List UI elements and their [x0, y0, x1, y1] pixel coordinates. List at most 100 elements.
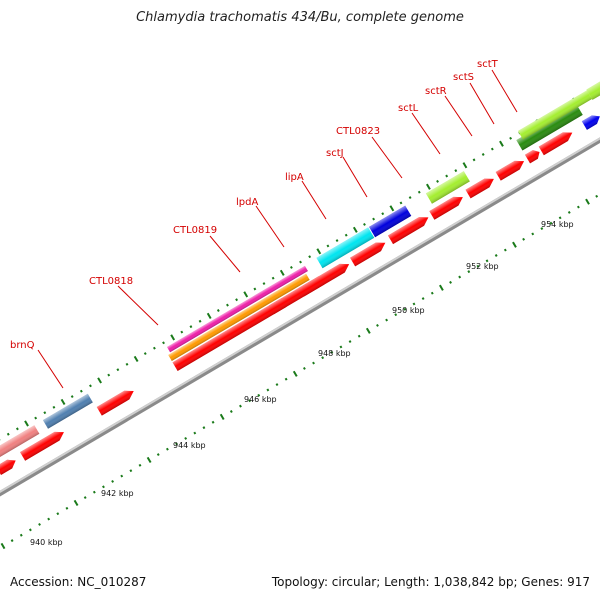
gene-label-ctl0823: CTL0823 [336, 126, 380, 137]
upper-tick-major [426, 183, 431, 190]
upper-tick-minor [299, 260, 302, 264]
upper-tick-minor [335, 239, 339, 243]
scale-tick-minor [92, 490, 96, 494]
genome-summary: Topology: circular; Length: 1,038,842 bp… [271, 575, 590, 589]
scale-tick-minor [321, 356, 325, 360]
gene-brnq [42, 393, 93, 429]
upper-tick-minor [34, 416, 38, 420]
kbp-label-942: 942 kbp [101, 489, 134, 498]
upper-tick-minor [271, 276, 275, 280]
upper-tick-minor [417, 190, 421, 194]
scale-tick-minor [257, 393, 261, 397]
gene-label-lipa: lipA [285, 172, 304, 183]
upper-tick-minor [216, 309, 220, 312]
cds-i [429, 196, 463, 220]
upper-tick-minor [198, 319, 202, 323]
upper-tick-minor [399, 201, 403, 205]
upper-tick-minor [52, 405, 56, 409]
scale-tick-minor [302, 367, 306, 370]
scale-tick-minor [449, 280, 452, 284]
scale-tick-minor [485, 259, 489, 263]
scale-tick-minor [120, 474, 124, 478]
cds-f [299, 263, 350, 297]
cds-h [387, 217, 429, 245]
upper-tick-minor [490, 147, 494, 151]
scale-tick-major [292, 370, 298, 377]
upper-tick-minor [116, 368, 120, 372]
scale-tick-minor [330, 350, 334, 354]
upper-tick-minor [289, 266, 293, 269]
scale-tick-minor [357, 334, 361, 338]
upper-tick-minor [372, 217, 376, 221]
scale-tick-major [365, 327, 371, 334]
scale-tick-minor [211, 420, 215, 424]
upper-tick-minor [79, 389, 83, 393]
upper-tick-major [352, 226, 358, 233]
cds-j [465, 178, 494, 199]
gene-lipa [425, 171, 470, 204]
upper-tick-major [60, 398, 66, 406]
gene-label-scts: sctS [453, 72, 474, 83]
scale-tick-minor [38, 523, 41, 526]
scale-tick-major [585, 198, 590, 205]
gene-sctj [516, 104, 583, 151]
gene-label-sctj: sctJ [326, 148, 344, 159]
map-title: Chlamydia trachomatis 434/Bu, complete g… [136, 10, 464, 25]
scale-tick-minor [102, 485, 105, 489]
scale-tick-minor [284, 377, 288, 381]
kbp-label-944: 944 kbp [173, 441, 206, 450]
kbp-labels: 940 kbp 942 kbp 944 kbp 946 kbp 948 kbp … [30, 220, 574, 547]
scale-tick-minor [421, 297, 425, 300]
scale-tick-minor [65, 506, 69, 510]
scale-tick-minor [10, 539, 14, 543]
scale-tick-minor [458, 275, 462, 279]
upper-tick-minor [509, 136, 513, 140]
scale-tick-minor [193, 431, 197, 435]
kbp-label-940: 940 kbp [30, 538, 63, 547]
scale-tick-minor [47, 517, 51, 521]
upper-tick-major [206, 312, 212, 319]
gene-label-lpda: lpdA [236, 197, 258, 208]
scale-tick-minor [165, 447, 169, 451]
cds-blue-right [581, 115, 600, 130]
upper-tick-minor [143, 352, 147, 355]
scale-tick-minor [239, 404, 242, 408]
feature-track [0, 61, 600, 476]
cds-k [495, 160, 525, 181]
upper-tick-minor [189, 325, 193, 329]
upper-tick-minor [0, 438, 1, 442]
scale-ticks [0, 194, 599, 550]
scale-tick-minor [129, 469, 133, 473]
gene-ctl0819 [316, 227, 375, 269]
scale-tick-major [219, 413, 225, 420]
scale-tick-minor [339, 345, 343, 349]
scale-tick-minor [83, 496, 87, 500]
scale-tick-minor [19, 533, 23, 537]
scale-tick-minor [248, 399, 252, 403]
scale-tick-minor [412, 302, 416, 306]
scale-tick-minor [312, 361, 315, 365]
kbp-label-950: 950 kbp [392, 306, 425, 315]
upper-tick-minor [454, 169, 458, 173]
scale-tick-minor [558, 216, 562, 220]
upper-tick-major [170, 334, 176, 341]
upper-tick-minor [445, 174, 449, 178]
upper-tick-minor [326, 244, 330, 248]
upper-tick-minor [472, 158, 476, 162]
scale-tick-major [439, 284, 444, 291]
upper-tick-minor [408, 196, 412, 199]
scale-tick-minor [111, 479, 115, 483]
upper-tick-minor [226, 303, 229, 307]
scale-tick-minor [403, 307, 407, 311]
gene-label-sctl: sctL [398, 103, 419, 114]
upper-ticks [0, 88, 595, 442]
kbp-label-948: 948 kbp [318, 349, 351, 358]
scale-tick-minor [567, 210, 571, 214]
upper-tick-minor [180, 330, 184, 334]
gene-ctl0818 [167, 265, 308, 353]
upper-tick-minor [15, 427, 19, 431]
scale-tick-minor [28, 528, 32, 532]
upper-tick-major [243, 291, 249, 298]
kbp-label-954: 954 kbp [541, 220, 574, 229]
